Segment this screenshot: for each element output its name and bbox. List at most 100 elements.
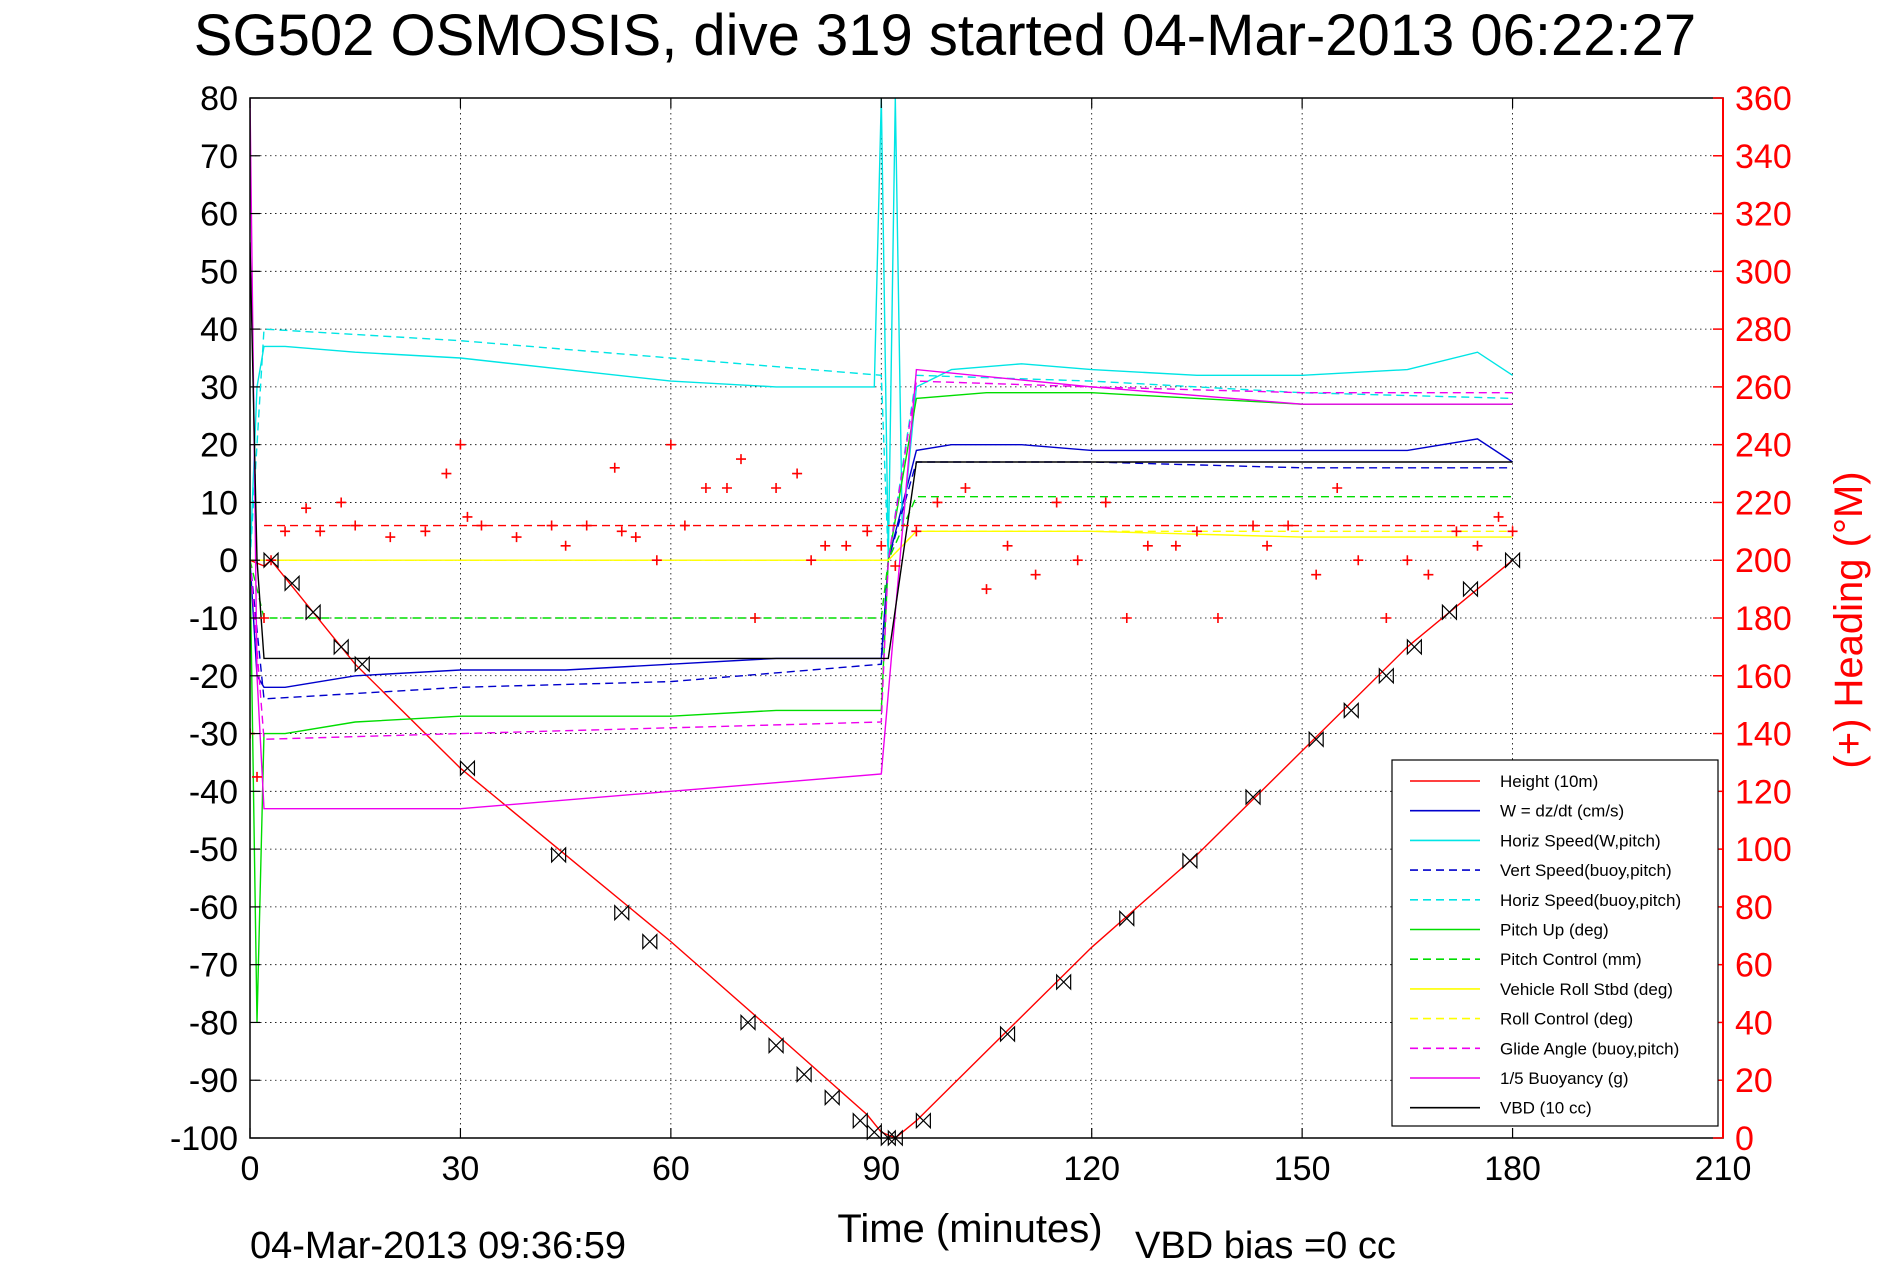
grid: [250, 98, 1723, 1138]
right-tick-label: 20: [1735, 1062, 1773, 1100]
right-tick-label: 360: [1735, 80, 1792, 118]
depth-marker: [1182, 852, 1198, 870]
heading-point: [1248, 520, 1259, 531]
x-tick-label: 180: [1484, 1150, 1541, 1188]
x-tick-label: 0: [241, 1150, 260, 1188]
depth-marker: [915, 1112, 931, 1130]
series-line-6: [250, 496, 1513, 619]
depth-marker: [354, 655, 370, 673]
heading-point: [1493, 511, 1504, 522]
series-line-2: [250, 98, 1513, 561]
y-tick-label: -80: [189, 1004, 238, 1042]
heading-point: [630, 532, 641, 543]
heading-point: [960, 483, 971, 493]
depth-marker: [880, 1129, 896, 1147]
legend-label-2: Horiz Speed(W,pitch): [1500, 831, 1661, 850]
heading-point: [750, 613, 761, 623]
y-tick-label: 30: [200, 369, 238, 407]
heading-point: [511, 532, 522, 543]
heading-point: [679, 520, 690, 531]
heading-markers: [250, 439, 1518, 782]
depth-marker: [1462, 580, 1479, 598]
right-tick-label: 140: [1735, 716, 1792, 754]
depth-marker: [1119, 909, 1135, 927]
heading-point: [721, 483, 732, 493]
right-tick-label: 280: [1735, 311, 1792, 349]
heading-point: [1353, 555, 1364, 566]
heading-point: [1121, 613, 1132, 623]
heading-point: [385, 532, 396, 543]
legend-label-5: Pitch Up (deg): [1500, 921, 1609, 940]
y-tick-label: -10: [189, 600, 238, 638]
y-tick-label: -60: [189, 889, 238, 927]
heading-point: [1507, 526, 1518, 537]
x-tick-label: 30: [442, 1150, 480, 1188]
heading-point: [841, 540, 852, 551]
series-line-10: [250, 98, 1513, 810]
legend-label-7: Vehicle Roll Stbd (deg): [1500, 980, 1673, 999]
footer-timestamp: 04-Mar-2013 09:36:59: [250, 1225, 626, 1262]
heading-point: [736, 454, 746, 465]
depth-marker: [999, 1025, 1016, 1043]
right-tick-label: 80: [1735, 889, 1773, 927]
heading-point: [792, 468, 803, 479]
right-axis-label: (+) Heading (°M): [1827, 471, 1871, 768]
heading-point: [1332, 483, 1343, 493]
legend-label-0: Height (10m): [1500, 772, 1598, 791]
right-tick-label: 180: [1735, 600, 1792, 638]
depth-marker: [1343, 701, 1359, 719]
series-line-11: [250, 242, 1513, 660]
right-tick-label: 340: [1735, 138, 1792, 176]
heading-point: [280, 526, 291, 537]
heading-point: [259, 613, 270, 623]
depth-marker: [1504, 551, 1521, 569]
y-tick-label: 10: [200, 484, 238, 522]
heading-point: [862, 526, 873, 537]
legend-label-4: Horiz Speed(buoy,pitch): [1500, 891, 1681, 910]
depth-marker: [740, 1013, 756, 1031]
x-tick-label: 90: [862, 1150, 900, 1188]
legend: Height (10m) W = dz/dt (cm/s) Horiz Speed(…: [1391, 759, 1719, 1127]
heading-point: [609, 462, 620, 473]
depth-marker: [614, 904, 630, 922]
chart-title: SG502 OSMOSIS, dive 319 started 04-Mar-2…: [194, 3, 1696, 68]
y-tick-label: -50: [189, 831, 238, 869]
depth-marker: [866, 1123, 882, 1141]
depth-marker: [263, 551, 279, 569]
x-tick-label: 210: [1695, 1150, 1752, 1188]
depth-marker: [642, 933, 658, 951]
y-tick-label: 70: [200, 138, 238, 176]
right-tick-label: 260: [1735, 369, 1792, 407]
y-tick-label: 50: [200, 253, 238, 291]
legend-label-3: Vert Speed(buoy,pitch): [1500, 861, 1672, 880]
legend-label-9: Glide Angle (buoy,pitch): [1500, 1039, 1679, 1058]
depth-marker: [305, 603, 321, 621]
legend-label-11: VBD (10 cc): [1500, 1099, 1592, 1118]
heading-point: [350, 520, 361, 531]
legend-items: Height (10m) W = dz/dt (cm/s) Horiz Speed(…: [1410, 772, 1681, 1118]
heading-point: [1311, 569, 1322, 580]
heading-point: [252, 771, 263, 782]
right-tick-label: 300: [1735, 253, 1792, 291]
heading-point: [476, 520, 487, 531]
y-tick-label: -20: [189, 658, 238, 696]
right-tick-label: 200: [1735, 542, 1792, 580]
heading-point: [1002, 540, 1013, 551]
legend-box: [1391, 759, 1719, 1127]
legend-label-10: 1/5 Buoyancy (g): [1500, 1069, 1629, 1088]
legend-label-6: Pitch Control (mm): [1500, 950, 1642, 969]
depth-marker: [551, 846, 567, 864]
heading-point: [700, 483, 711, 493]
y-tick-label: 60: [200, 196, 238, 234]
heading-point: [462, 511, 473, 522]
depth-marker: [1406, 638, 1422, 656]
right-tick-label: 160: [1735, 658, 1792, 696]
depth-marker: [852, 1112, 868, 1130]
heading-point: [1262, 540, 1273, 551]
y-tick-label: 20: [200, 427, 238, 465]
heading-point: [981, 584, 992, 595]
heading-point: [1212, 613, 1223, 623]
depth-marker: [887, 1129, 903, 1147]
depth-markers: [263, 551, 1521, 1147]
series-line-9: [250, 380, 1513, 741]
